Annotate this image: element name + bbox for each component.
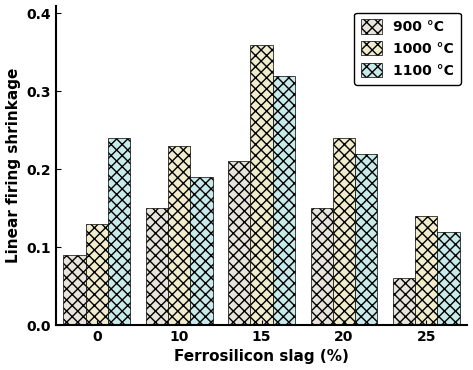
Bar bbox=[228, 161, 250, 325]
Bar bbox=[393, 278, 415, 325]
Bar bbox=[333, 138, 355, 325]
Bar bbox=[190, 177, 212, 325]
Bar bbox=[168, 146, 190, 325]
Bar bbox=[63, 255, 86, 325]
Bar bbox=[415, 216, 438, 325]
Bar bbox=[438, 232, 460, 325]
Legend: 900 °C, 1000 °C, 1100 °C: 900 °C, 1000 °C, 1100 °C bbox=[354, 13, 461, 85]
Bar bbox=[272, 76, 295, 325]
Bar bbox=[355, 154, 377, 325]
Bar bbox=[311, 208, 333, 325]
Bar bbox=[108, 138, 130, 325]
X-axis label: Ferrosilicon slag (%): Ferrosilicon slag (%) bbox=[174, 349, 349, 364]
Bar bbox=[86, 224, 108, 325]
Bar bbox=[250, 44, 272, 325]
Y-axis label: Linear firing shrinkage: Linear firing shrinkage bbox=[6, 68, 20, 263]
Bar bbox=[146, 208, 168, 325]
